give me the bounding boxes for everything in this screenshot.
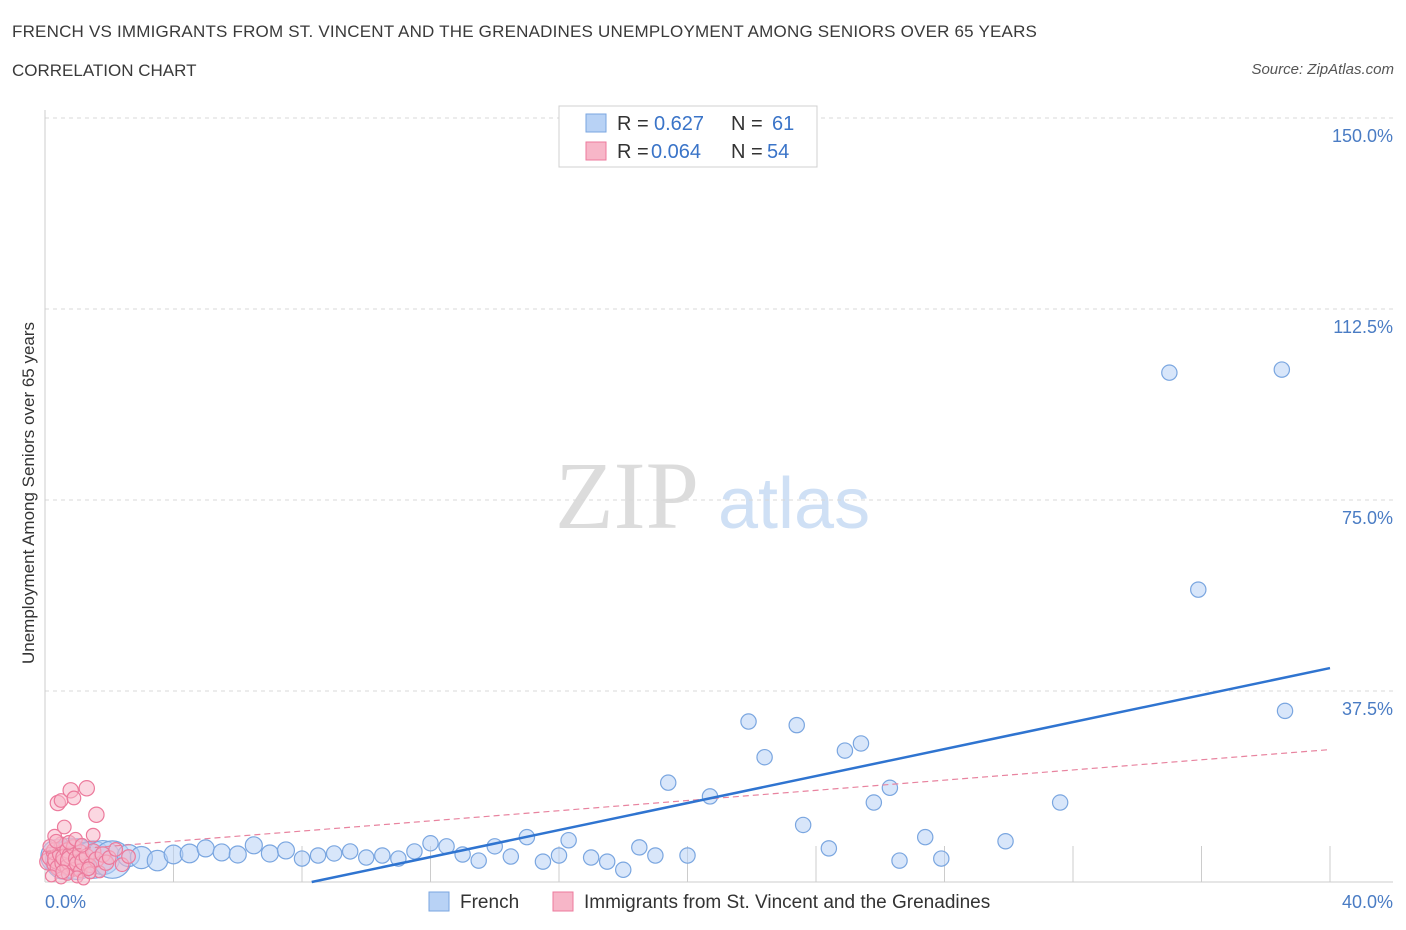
data-point-french xyxy=(997,833,1014,850)
data-point-svg xyxy=(74,837,90,853)
data-point-french xyxy=(293,850,311,867)
data-point-french xyxy=(891,852,908,869)
watermark-zip: ZIP xyxy=(555,442,699,549)
legend-top-svg-n-label: N = xyxy=(731,141,763,163)
source-credit: Source: ZipAtlas.com xyxy=(1251,61,1394,78)
legend-top-french-r-label: R = xyxy=(617,113,649,135)
data-point-french xyxy=(820,840,838,857)
data-point-french xyxy=(794,816,812,834)
data-point-french xyxy=(228,845,247,864)
data-point-french xyxy=(582,849,600,866)
x-tick-label-max: 40.0% xyxy=(1342,892,1393,912)
data-point-french xyxy=(852,735,870,752)
legend-top-svg-r-label: R = xyxy=(617,141,649,163)
y-tick-label: 112.5% xyxy=(1333,317,1393,337)
data-point-french xyxy=(374,847,391,864)
data-point-french xyxy=(1273,361,1291,378)
y-tick-label: 150.0% xyxy=(1332,126,1393,146)
watermark-atlas: atlas xyxy=(718,464,870,544)
legend-top-french-n-value: 61 xyxy=(772,113,794,135)
data-point-french xyxy=(470,852,487,869)
data-point-french xyxy=(679,847,696,864)
data-point-french xyxy=(309,847,327,864)
data-point-french xyxy=(614,861,632,879)
x-tick-label-min: 0.0% xyxy=(45,892,86,912)
data-point-french xyxy=(788,716,805,734)
data-point-french xyxy=(631,839,648,856)
y-axis-tick-labels: 37.5% 75.0% 112.5% 150.0% xyxy=(1332,126,1393,719)
chart-subtitle: CORRELATION CHART xyxy=(12,61,197,80)
legend-top-swatch-svg xyxy=(585,141,607,161)
data-point-svg xyxy=(78,780,96,797)
data-point-french xyxy=(598,853,616,870)
series-svg-points xyxy=(39,780,136,886)
data-point-french xyxy=(325,845,343,862)
data-point-french xyxy=(560,831,577,849)
grid-lines xyxy=(45,117,1393,692)
legend-bottom-label-svg: Immigrants from St. Vincent and the Gren… xyxy=(584,892,990,913)
data-point-french xyxy=(659,774,677,791)
data-point-french xyxy=(534,853,552,870)
y-axis-label: Unemployment Among Seniors over 65 years xyxy=(19,322,38,664)
data-point-svg xyxy=(48,833,64,849)
legend-bottom-label-french: French xyxy=(460,892,519,913)
data-point-french xyxy=(212,843,231,862)
data-point-french xyxy=(196,839,215,858)
data-point-french xyxy=(1161,364,1178,381)
legend-top-svg-r-value: 0.064 xyxy=(651,141,701,163)
data-point-svg xyxy=(80,861,96,877)
data-point-svg xyxy=(85,827,101,843)
data-point-svg xyxy=(66,790,82,806)
legend-top-french-n-label: N = xyxy=(731,113,763,135)
legend-bottom-swatch-french xyxy=(428,891,450,912)
data-point-french xyxy=(406,843,423,860)
data-point-french xyxy=(179,843,200,864)
legend-top-french-r-value: 0.627 xyxy=(654,113,704,135)
data-point-french xyxy=(486,838,504,855)
y-tick-label: 75.0% xyxy=(1342,508,1393,528)
data-point-french xyxy=(244,836,263,855)
data-point-french xyxy=(1051,794,1069,811)
y-tick-label: 37.5% xyxy=(1342,699,1393,719)
data-point-french xyxy=(1276,702,1294,720)
data-point-french xyxy=(276,841,296,860)
legend-bottom: French Immigrants from St. Vincent and t… xyxy=(428,891,990,913)
data-point-svg xyxy=(121,849,136,864)
legend-top-swatch-french xyxy=(585,113,607,133)
data-point-french xyxy=(1190,581,1207,598)
data-point-svg xyxy=(56,819,72,835)
data-point-french xyxy=(865,794,883,811)
legend-bottom-swatch-svg xyxy=(552,891,574,912)
legend-top-svg-n-value: 54 xyxy=(767,141,789,163)
data-point-french xyxy=(260,844,279,863)
data-point-svg xyxy=(88,806,105,824)
data-point-french xyxy=(933,850,950,867)
data-point-french xyxy=(881,779,899,797)
data-point-french xyxy=(422,835,439,852)
data-point-french xyxy=(836,742,854,759)
trend-line-svg xyxy=(44,748,1331,853)
data-point-french xyxy=(358,849,375,866)
data-point-svg xyxy=(55,864,71,880)
data-point-french xyxy=(740,713,757,730)
trend-line-french xyxy=(311,666,1331,884)
data-point-french xyxy=(502,848,520,865)
data-point-french xyxy=(550,847,568,864)
data-point-french xyxy=(756,748,773,766)
chart-title: FRENCH VS IMMIGRANTS FROM ST. VINCENT AN… xyxy=(12,22,1038,41)
data-point-french xyxy=(647,847,664,864)
data-point-svg xyxy=(108,842,124,857)
legend-top: R = 0.627 N = 61 R = 0.064 N = 54 xyxy=(558,105,818,168)
data-point-french xyxy=(341,843,359,860)
data-point-french xyxy=(916,828,934,846)
